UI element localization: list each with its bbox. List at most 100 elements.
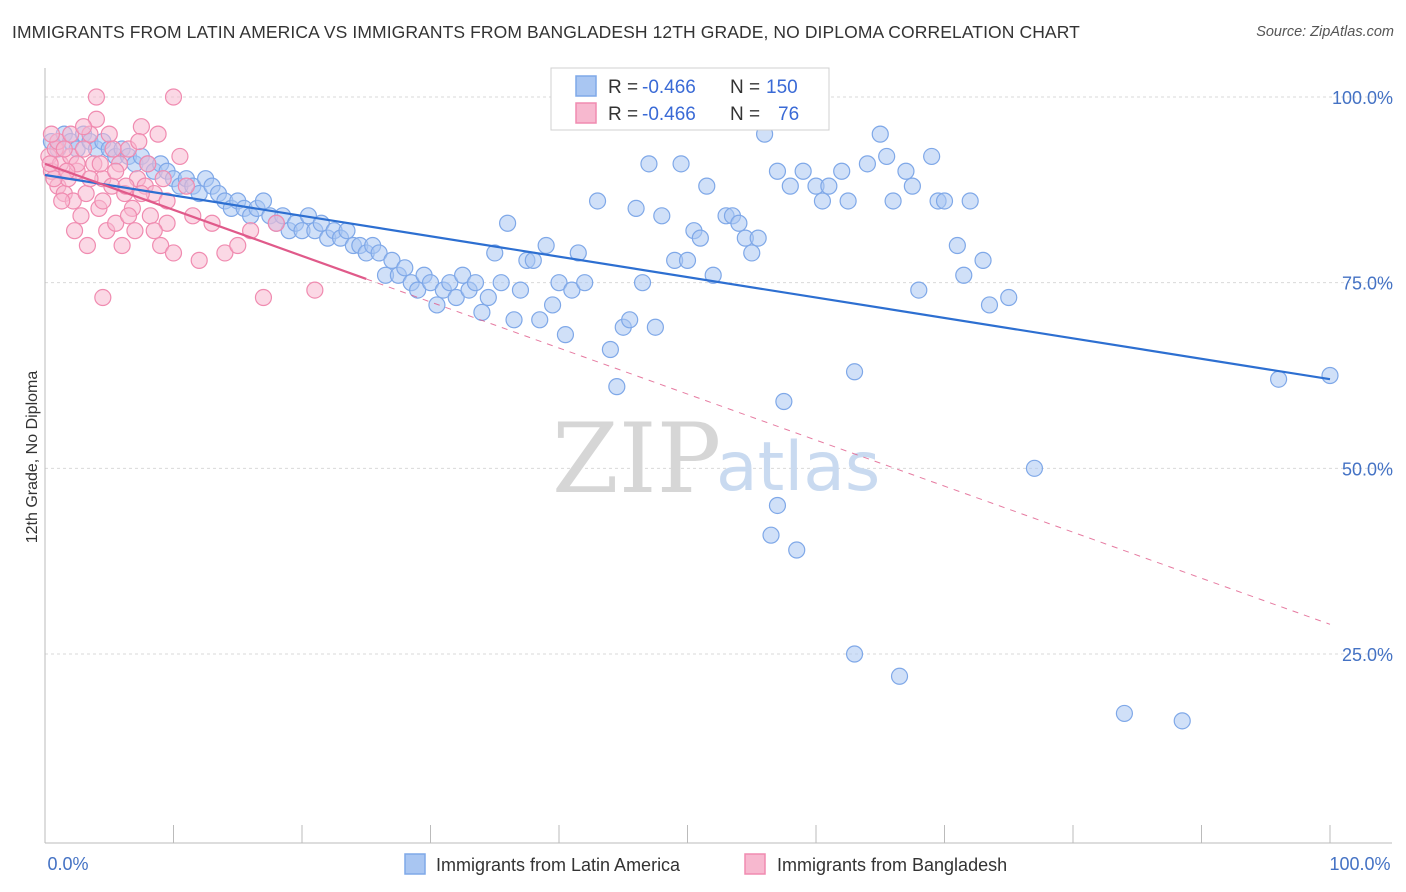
point-series1-37 [158, 214, 176, 232]
point-series0-139 [890, 667, 909, 685]
point-series0-109 [775, 392, 793, 411]
point-series0-84 [588, 192, 607, 210]
point-series1-59 [216, 244, 234, 262]
legend-n-value-1: 150 [766, 77, 798, 98]
point-series0-81 [563, 281, 581, 299]
point-series0-89 [627, 199, 645, 217]
point-series0-113 [813, 192, 832, 210]
point-series0-124 [910, 281, 928, 299]
bottom-legend-swatch-bangladesh [744, 853, 766, 875]
point-series0-95 [672, 155, 690, 173]
watermark-atlas: atlas [716, 428, 880, 507]
point-series1-31 [139, 155, 157, 173]
point-series1-39 [171, 147, 189, 166]
point-series0-128 [948, 236, 966, 255]
point-series0-78 [543, 296, 562, 314]
legend-n-label-2: N = [730, 104, 760, 125]
point-series0-68 [479, 288, 497, 307]
point-series1-10 [72, 207, 90, 225]
point-series0-135 [768, 496, 787, 515]
point-series1-34 [149, 125, 167, 143]
point-series0-53 [383, 251, 401, 269]
point-series0-69 [486, 244, 504, 262]
source-label: Source: ZipAtlas.com [1256, 24, 1394, 40]
legend-r-value-1: -0.466 [642, 77, 696, 98]
point-series1-53 [145, 222, 163, 240]
point-series0-64 [454, 266, 472, 284]
bottom-legend-label-bangladesh: Immigrants from Bangladesh [777, 855, 1007, 875]
point-series0-98 [691, 229, 709, 247]
trend-line-series0 [44, 173, 1331, 381]
point-series0-133 [1000, 288, 1018, 307]
point-series1-60 [229, 236, 247, 255]
point-series1-40 [87, 88, 106, 106]
point-series0-71 [499, 214, 517, 232]
point-series0-82 [569, 244, 587, 262]
trend-line-solid-series1 [44, 162, 367, 280]
point-series1-32 [141, 207, 159, 225]
trend-line-dashed-series1 [366, 278, 1331, 625]
point-series0-103 [730, 214, 748, 232]
x-tick-label-max: 100.0% [1329, 854, 1390, 874]
point-series0-73 [511, 281, 530, 299]
point-series0-120 [878, 147, 896, 166]
point-series1-41 [164, 88, 183, 106]
point-series1-21 [107, 214, 125, 232]
point-series0-141 [1173, 712, 1191, 730]
point-series0-119 [871, 125, 889, 143]
point-series0-96 [678, 251, 697, 269]
point-series1-64 [306, 281, 324, 299]
point-series0-92 [646, 318, 664, 336]
point-series0-143 [1321, 366, 1339, 385]
watermark-zip: ZIP [552, 403, 721, 515]
point-series1-11 [74, 140, 93, 158]
point-series0-70 [492, 274, 510, 292]
point-series0-72 [505, 311, 523, 329]
legend-r-value-2: -0.466 [642, 104, 696, 125]
point-series0-67 [473, 303, 491, 321]
point-series1-73 [130, 132, 148, 151]
point-series0-117 [845, 363, 864, 381]
legend-r-label-1: R = [608, 77, 638, 98]
axes [44, 68, 1392, 844]
point-series0-99 [698, 177, 716, 195]
bottom-legend-label-latin-america: Immigrants from Latin America [436, 855, 681, 875]
point-series1-27 [126, 222, 144, 240]
y-tick-label-0: 100.0% [1332, 88, 1393, 108]
legend-swatch-bangladesh [575, 102, 597, 124]
point-series0-134 [1025, 459, 1044, 477]
point-series1-62 [254, 288, 273, 307]
point-series0-63 [447, 288, 465, 307]
point-series1-38 [164, 244, 183, 262]
point-series1-71 [104, 140, 122, 158]
point-series1-69 [78, 236, 97, 255]
point-series0-127 [935, 192, 954, 210]
trend-lines [44, 162, 1331, 625]
point-series0-115 [833, 162, 851, 180]
point-series0-88 [621, 311, 639, 329]
legend-box [550, 67, 830, 131]
point-series1-44 [74, 118, 93, 136]
point-series0-91 [640, 155, 658, 173]
point-series0-33 [254, 192, 273, 210]
point-series1-67 [53, 192, 71, 210]
point-series0-131 [974, 251, 992, 269]
point-series0-110 [781, 177, 799, 195]
y-tick-label-3: 25.0% [1342, 645, 1393, 665]
chart-title: IMMIGRANTS FROM LATIN AMERICA VS IMMIGRA… [12, 22, 1080, 42]
point-series0-108 [768, 162, 787, 180]
point-series0-100 [704, 266, 722, 284]
point-series0-59 [421, 274, 440, 292]
point-series1-55 [177, 177, 195, 195]
point-series0-57 [409, 281, 427, 299]
point-series1-23 [113, 236, 131, 255]
point-series0-77 [537, 236, 555, 255]
point-series0-79 [550, 274, 568, 292]
point-series0-132 [980, 296, 999, 314]
point-series1-45 [42, 125, 61, 143]
point-series0-130 [961, 192, 979, 210]
point-series0-86 [608, 378, 626, 396]
point-series1-51 [119, 207, 138, 225]
point-series0-114 [820, 177, 838, 195]
